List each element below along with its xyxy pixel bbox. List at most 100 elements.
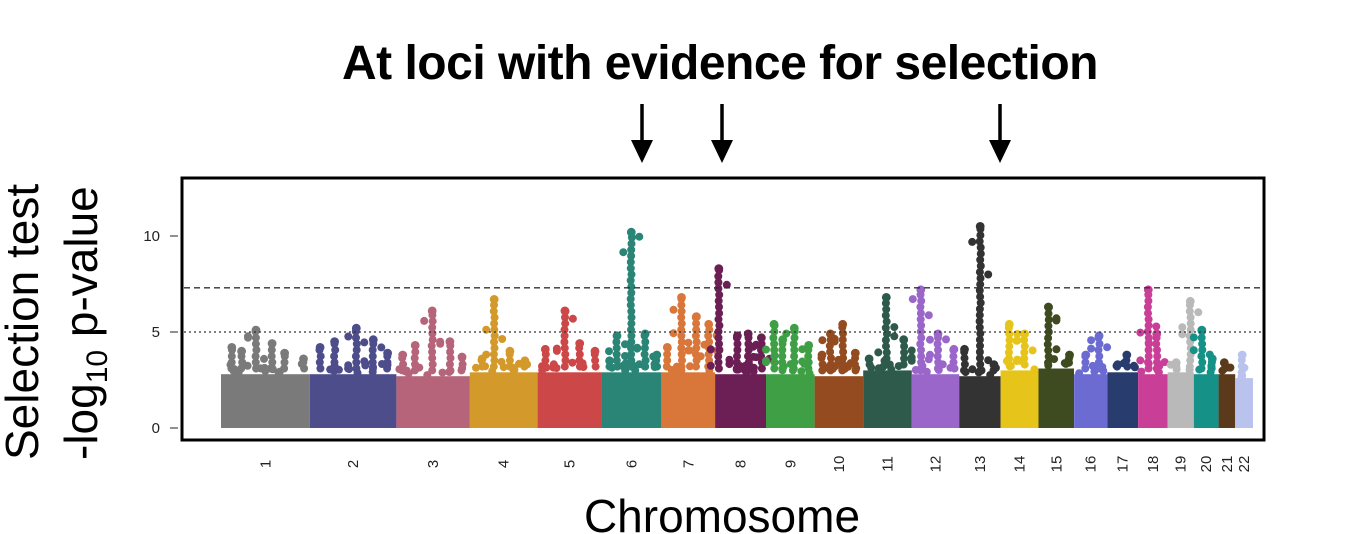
point	[1044, 358, 1052, 367]
chr8-peak-point	[757, 333, 766, 343]
point	[627, 270, 636, 279]
point	[917, 346, 925, 354]
point	[410, 354, 419, 363]
point	[714, 352, 723, 361]
point	[368, 346, 377, 354]
chr12-peak-point	[949, 344, 959, 354]
point	[626, 264, 635, 273]
x-tick-label: 21	[1219, 456, 1236, 473]
point	[916, 303, 925, 311]
point	[446, 348, 455, 356]
point	[1012, 357, 1021, 365]
arrow-chr13	[989, 104, 1011, 163]
chr1-peak-point	[280, 348, 289, 358]
point	[976, 243, 985, 252]
point	[1178, 323, 1187, 332]
point	[907, 346, 916, 355]
point	[627, 307, 636, 316]
point	[267, 352, 276, 361]
point	[917, 321, 926, 330]
point	[818, 360, 827, 369]
point	[316, 364, 325, 373]
point	[490, 344, 499, 353]
point	[560, 344, 569, 353]
point	[344, 332, 353, 341]
chromosome-11-points	[863, 293, 916, 428]
chr13-baseline-band	[959, 376, 1001, 428]
chr3-peak-point	[457, 352, 467, 362]
x-tick-label: 15	[1048, 456, 1065, 473]
point	[850, 360, 859, 369]
point	[733, 339, 742, 348]
point	[560, 331, 569, 340]
point	[1094, 364, 1103, 373]
point	[916, 309, 925, 318]
point	[1144, 338, 1153, 347]
point	[445, 360, 454, 369]
point	[715, 290, 724, 299]
point	[490, 319, 499, 328]
point	[984, 356, 993, 365]
point	[626, 362, 635, 371]
chr3-peak-point	[410, 341, 420, 350]
point	[916, 315, 925, 324]
point	[490, 325, 499, 334]
point	[908, 295, 917, 304]
chr1-peak-point	[267, 339, 277, 348]
point	[315, 358, 324, 367]
x-tick-label: 2	[345, 460, 362, 468]
chromosome-15-points	[1038, 302, 1074, 428]
point	[1198, 358, 1207, 367]
point	[1052, 316, 1061, 325]
point	[757, 339, 766, 348]
chr10-peak-point	[817, 350, 827, 360]
chr13-peak-point	[989, 360, 999, 369]
point	[686, 362, 694, 371]
chromosome-4-points	[469, 295, 538, 428]
point	[1087, 344, 1096, 353]
point	[733, 352, 741, 361]
point	[692, 362, 700, 371]
point	[881, 336, 890, 345]
point	[976, 280, 985, 289]
chr20-baseline-band	[1193, 374, 1219, 428]
chr5-peak-point	[560, 306, 570, 316]
point	[505, 356, 514, 365]
chromosome-22-points	[1235, 350, 1253, 428]
point	[733, 346, 742, 354]
point	[575, 350, 584, 359]
point	[352, 358, 361, 367]
x-tick-label: 16	[1083, 456, 1100, 473]
point	[560, 325, 569, 334]
y-tick-label: 10	[143, 228, 160, 245]
point	[428, 335, 437, 344]
point	[677, 301, 686, 310]
point	[1185, 362, 1194, 371]
point	[798, 345, 807, 354]
point	[1136, 356, 1145, 365]
point	[976, 298, 985, 307]
chr1-baseline-band	[221, 374, 310, 428]
x-axis-label: Chromosome	[584, 490, 860, 534]
point	[1197, 333, 1206, 342]
point	[975, 311, 984, 320]
point	[778, 364, 787, 373]
point	[626, 258, 635, 267]
point	[1186, 325, 1195, 334]
x-tick-label: 19	[1173, 456, 1190, 473]
point	[1020, 342, 1029, 351]
point	[331, 346, 340, 354]
point	[715, 303, 723, 311]
point	[438, 368, 447, 377]
point	[917, 352, 926, 361]
point	[1020, 360, 1029, 369]
point	[677, 331, 686, 340]
point	[715, 339, 723, 348]
point	[398, 366, 407, 375]
point	[627, 350, 636, 359]
point	[917, 296, 926, 305]
point	[227, 352, 236, 361]
chr20-peak-point	[1207, 354, 1217, 364]
point	[489, 350, 498, 359]
